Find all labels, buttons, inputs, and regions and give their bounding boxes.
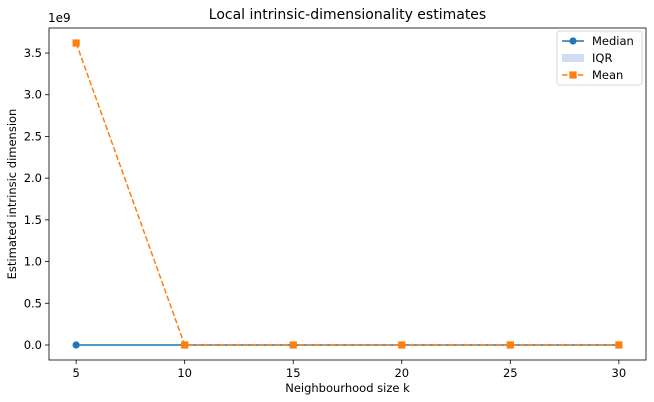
x-axis: 5 10 15 20 25 30 [72, 360, 626, 380]
legend-box [556, 30, 643, 86]
x-tick-label: 20 [394, 366, 409, 380]
y-tick-label: 2.5 [24, 129, 42, 143]
mean-point [181, 341, 189, 349]
series-layer [72, 39, 623, 349]
mean-point [289, 341, 297, 349]
legend-label-mean: Mean [592, 68, 623, 82]
mean-point [398, 341, 406, 349]
mean-series-line [75, 42, 619, 346]
x-tick-label: 10 [177, 366, 192, 380]
mean-point [506, 341, 514, 349]
legend-label-median: Median [592, 34, 634, 48]
x-tick-label: 5 [72, 366, 79, 380]
legend-marker-mean [569, 71, 577, 79]
legend-label-iqr: IQR [592, 51, 612, 65]
x-tick-label: 15 [286, 366, 301, 380]
y-tick-label: 0.0 [24, 338, 42, 352]
x-axis-label: Neighbourhood size k [285, 381, 410, 395]
plot-frame [48, 27, 647, 361]
y-tick-label: 1.0 [24, 255, 42, 269]
x-tick-label: 30 [612, 366, 627, 380]
legend-marker-median [569, 37, 577, 45]
mean-point [615, 341, 623, 349]
y-tick-label: 3.0 [24, 88, 42, 102]
legend-swatch-iqr [562, 54, 584, 62]
y-axis-label: Estimated intrinsic dimension [5, 109, 19, 280]
y-tick-label: 1.5 [24, 213, 42, 227]
y-tick-label: 2.0 [24, 171, 42, 185]
y-axis-offset-label: 1e9 [48, 11, 71, 25]
median-point [72, 341, 80, 349]
y-axis: 0.0 0.5 1.0 1.5 2.0 2.5 3.0 3.5 [24, 46, 49, 352]
y-tick-label: 0.5 [24, 296, 42, 310]
mean-point [72, 39, 80, 47]
chart-title: Local intrinsic-dimensionality estimates [209, 7, 486, 23]
legend: Median IQR Mean [556, 30, 643, 86]
y-tick-label: 3.5 [24, 46, 42, 60]
x-tick-label: 25 [503, 366, 518, 380]
